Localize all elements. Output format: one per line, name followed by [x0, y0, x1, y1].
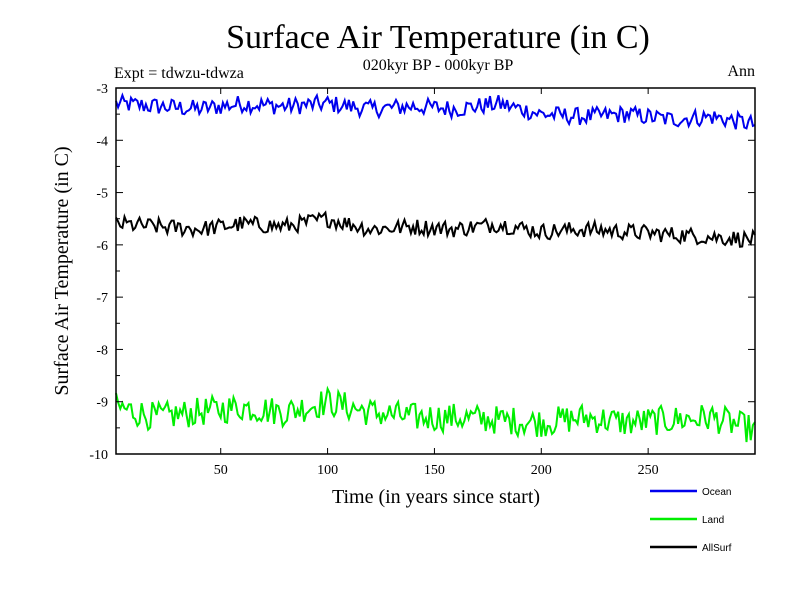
x-tick-label: 50: [214, 463, 228, 478]
x-tick-label: 100: [317, 463, 338, 478]
y-tick-label: -7: [96, 291, 108, 306]
x-axis-label: Time (in years since start): [332, 486, 540, 508]
y-tick-label: -3: [96, 82, 108, 97]
chart-subtitle: 020kyr BP - 000kyr BP: [363, 57, 514, 74]
legend-label-land: Land: [702, 515, 724, 526]
axis-layer: 50 100 150 200 250 -3 -4 -5 -6 -7 -8 -9 -10: [89, 82, 755, 478]
y-tick-label: -10: [89, 448, 108, 463]
y-axis-label: Surface Air Temperature (in C): [51, 146, 73, 395]
legend-label-ocean: Ocean: [702, 487, 731, 498]
y-tick-label: -6: [96, 239, 108, 254]
x-tick-label: 200: [531, 463, 552, 478]
legend: Ocean Land AllSurf: [650, 487, 732, 554]
chart-title: Surface Air Temperature (in C): [226, 19, 650, 56]
season-label: Ann: [727, 63, 755, 80]
legend-label-allsurf: AllSurf: [702, 543, 732, 554]
series-line-land: [115, 385, 756, 443]
series-layer: [115, 92, 756, 443]
plot-frame: [115, 87, 756, 455]
y-tick-label: -8: [96, 343, 108, 358]
series-line-ocean: [115, 92, 756, 130]
experiment-label: Expt = tdwzu-tdwza: [114, 65, 244, 82]
x-tick-label: 150: [424, 463, 445, 478]
x-tick-label: 250: [638, 463, 659, 478]
y-tick-label: -4: [96, 134, 108, 149]
y-tick-label: -5: [96, 187, 108, 202]
y-tick-label: -9: [96, 396, 108, 411]
series-line-allsurf: [115, 210, 756, 248]
